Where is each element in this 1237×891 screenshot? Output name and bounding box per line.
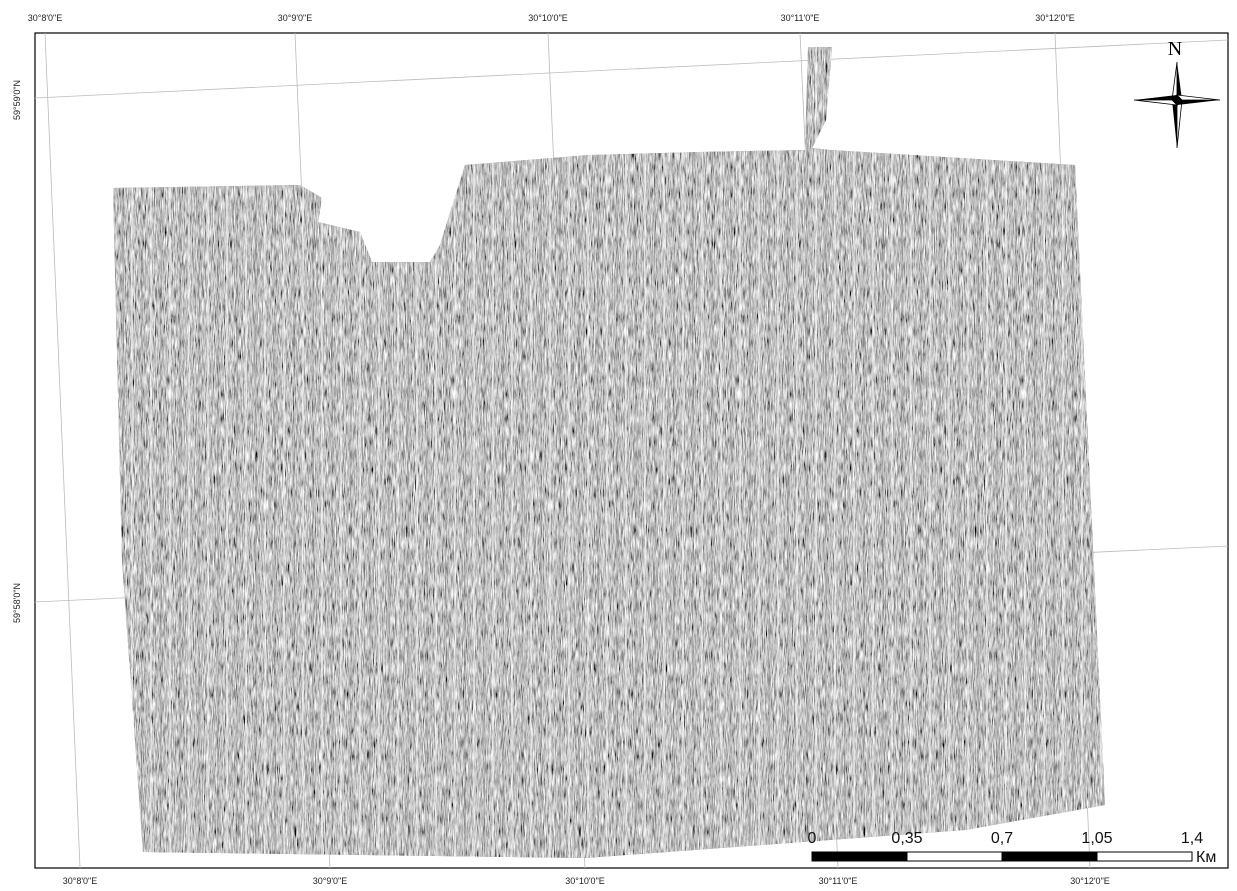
map: N 30°8'0"E 30°9'0"E 30°10'0"E 30°11'0"E 30°1… [0, 0, 1237, 891]
scale-label: 0,7 [991, 830, 1013, 847]
left-coord-label: 59°59'0"N [12, 80, 22, 120]
bottom-coord-label: 30°12'0"E [1070, 876, 1110, 886]
top-coord-label: 30°10'0"E [528, 13, 568, 23]
scale-label: 1,4 [1181, 830, 1203, 847]
top-coord-label: 30°8'0"E [28, 13, 63, 23]
top-coord-label: 30°11'0"E [781, 13, 820, 23]
bottom-coord-label: 30°10'0"E [565, 876, 605, 886]
scale-label: 0 [808, 830, 817, 847]
north-label: N [1168, 38, 1182, 60]
bottom-coord-label: 30°9'0"E [313, 876, 348, 886]
scale-label: 0,35 [891, 830, 922, 847]
left-coord-label: 59°58'0"N [12, 583, 22, 623]
scale-bar [812, 852, 1192, 861]
scale-label: 1,05 [1081, 830, 1112, 847]
top-coord-label: 30°12'0"E [1035, 13, 1075, 23]
bottom-coord-label: 30°11'0"E [819, 876, 858, 886]
bottom-coord-label: 30°8'0"E [63, 876, 98, 886]
scale-unit: Км [1196, 849, 1216, 866]
top-coord-label: 30°9'0"E [278, 13, 313, 23]
